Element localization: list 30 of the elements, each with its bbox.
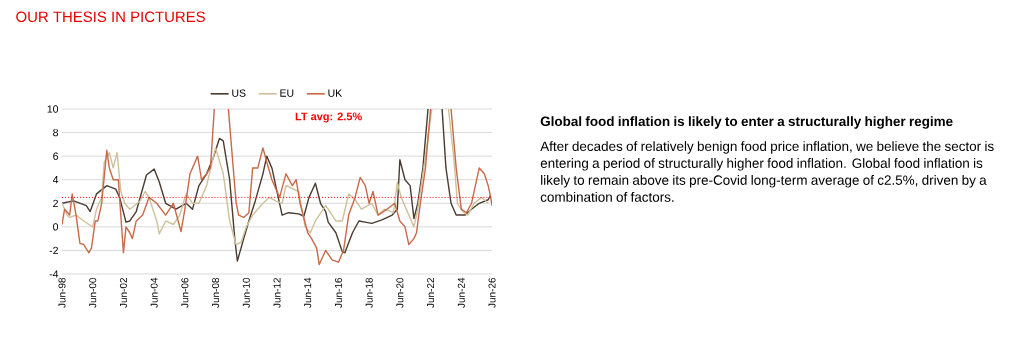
y-tick-label: 2 — [53, 199, 58, 207]
x-tick-label: Jun-06 — [181, 277, 189, 308]
x-tick-label: Jun-08 — [212, 277, 220, 308]
y-tick-label: -4 — [49, 270, 59, 278]
x-tick-label: Jun-24 — [457, 277, 465, 308]
x-tick-label: Jun-26 — [488, 277, 496, 308]
text: Global food inflation is likely to enter a structurally higher regime — [540, 116, 953, 129]
x-tick-label: Jun-22 — [427, 278, 435, 308]
y-tick-label: 10 — [47, 105, 59, 113]
legend-label: EU — [280, 89, 294, 97]
x-tick-label: Jun-10 — [242, 277, 250, 308]
x-tick-label: Jun-16 — [334, 277, 342, 308]
x-tick-label: Jun-98 — [58, 277, 66, 308]
chart-title: OUR THESIS IN PICTURES — [16, 11, 205, 23]
y-tick-label: -2 — [49, 246, 58, 255]
x-tick-label: Jun-20 — [396, 277, 404, 308]
x-tick-label: Jun-02 — [119, 278, 127, 308]
ref-line-label: LT avg: 2.5% — [295, 112, 362, 123]
x-tick-label: Jun-04 — [150, 277, 158, 308]
y-tick-label: 8 — [53, 128, 59, 137]
y-tick-label: 0 — [53, 223, 59, 231]
x-tick-label: Jun-18 — [365, 277, 373, 308]
x-tick-label: Jun-14 — [304, 277, 312, 308]
x-tick-label: Jun-12 — [273, 278, 281, 308]
x-tick-label: Jun-00 — [89, 277, 97, 308]
y-tick-label: 4 — [52, 176, 59, 184]
text: After decades of relatively benign food price inflation, we believe the sector is entering a period of structurally higher food inflation. Global food inflation is likely to remain above its pre-Covid long-term average of c2.5%, driven by a combination of factors. — [540, 141, 994, 202]
legend-label: US — [232, 89, 246, 97]
legend-label: UK — [328, 89, 343, 97]
y-tick-label: 6 — [53, 152, 59, 160]
